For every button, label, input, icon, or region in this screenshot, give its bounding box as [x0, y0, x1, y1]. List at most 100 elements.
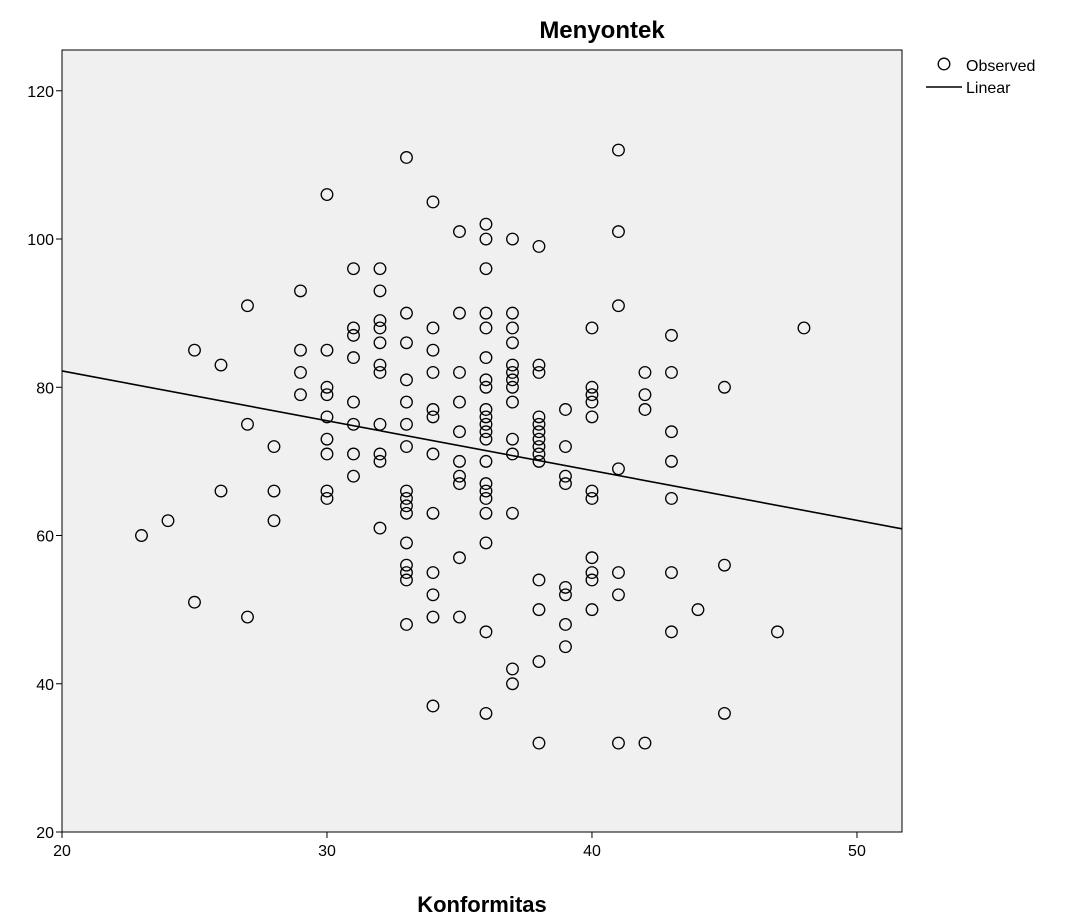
x-axis-label: Konformitas: [417, 892, 547, 917]
observed-point: [453, 425, 466, 439]
y-tick-label: 100: [27, 232, 54, 249]
observed-point: [479, 432, 493, 446]
observed-point: [532, 655, 546, 668]
observed-point: [638, 365, 652, 379]
observed-point: [373, 262, 387, 276]
observed-point: [585, 573, 599, 587]
observed-point: [453, 225, 466, 239]
observed-point: [506, 365, 519, 379]
observed-point: [506, 373, 519, 387]
observed-point: [585, 380, 599, 394]
observed-point: [506, 395, 519, 409]
observed-point: [665, 625, 678, 639]
observed-point: [665, 425, 678, 439]
observed-point: [400, 536, 413, 550]
observed-point: [506, 358, 519, 372]
observed-point: [347, 447, 360, 461]
observed-point: [320, 188, 334, 201]
observed-point: [479, 454, 493, 468]
observed-point: [612, 462, 625, 476]
legend: Observed Linear: [926, 57, 1035, 97]
observed-point: [294, 388, 307, 402]
observed-point: [453, 477, 466, 491]
observed-point: [532, 573, 546, 587]
observed-point: [479, 410, 493, 424]
observed-point: [294, 284, 307, 298]
y-tick-label: 20: [36, 825, 54, 842]
observed-point: [214, 484, 228, 498]
observed-point: [426, 365, 440, 379]
plot-area: [61, 49, 903, 833]
observed-point: [718, 706, 731, 720]
observed-point: [373, 321, 387, 335]
observed-point: [161, 514, 175, 528]
observed-point: [585, 566, 599, 580]
observed-point: [373, 284, 387, 298]
linear-fit-line: [61, 370, 903, 530]
observed-point: [479, 706, 493, 720]
observed-point: [400, 566, 413, 580]
observed-point: [479, 351, 493, 365]
observed-point: [612, 736, 625, 750]
observed-point: [188, 343, 201, 357]
observed-point: [612, 143, 625, 157]
observed-point: [532, 432, 546, 446]
observed-point: [426, 410, 440, 424]
observed-point: [347, 328, 360, 342]
observed-point: [532, 736, 546, 750]
observed-point: [691, 603, 705, 617]
legend-linear-label: Linear: [966, 80, 1011, 97]
observed-point: [373, 365, 387, 379]
x-tick-label: 40: [583, 843, 601, 860]
observed-point: [426, 195, 440, 209]
observed-point: [559, 403, 572, 416]
observed-point: [400, 440, 413, 454]
observed-point: [241, 417, 254, 431]
observed-point: [347, 469, 360, 483]
observed-point: [453, 306, 466, 320]
observed-point: [532, 365, 546, 379]
observed-point: [373, 314, 387, 327]
observed-point: [479, 491, 493, 505]
observed-point: [347, 395, 360, 409]
observed-point: [665, 365, 678, 379]
observed-point: [453, 469, 466, 483]
observed-point: [267, 440, 281, 454]
observed-point: [400, 151, 413, 164]
observed-point: [479, 262, 493, 276]
observed-point: [718, 558, 731, 572]
chart-title: Menyontek: [539, 17, 665, 44]
observed-point: [797, 321, 811, 335]
observed-point: [400, 491, 413, 505]
observed-point: [400, 306, 413, 320]
observed-point: [373, 336, 387, 350]
observed-point: [506, 380, 519, 394]
observed-point: [426, 588, 440, 602]
observed-point: [373, 358, 387, 372]
observed-point: [532, 410, 546, 424]
observed-point: [400, 618, 413, 631]
observed-point: [373, 521, 387, 535]
y-axis: 20 40 60 80 100 120: [27, 84, 62, 842]
observed-point: [426, 610, 440, 624]
observed-point: [320, 491, 334, 505]
observed-point: [665, 566, 678, 580]
observed-point: [426, 699, 440, 713]
observed-point: [320, 343, 334, 357]
observed-point: [585, 410, 599, 424]
observed-point: [506, 506, 519, 520]
observed-point: [214, 358, 228, 372]
observed-point: [479, 425, 493, 439]
observed-point: [400, 499, 413, 513]
observed-point: [267, 514, 281, 528]
observed-point: [559, 477, 572, 491]
observed-point: [400, 484, 413, 498]
x-tick-label: 50: [848, 843, 866, 860]
observed-point: [453, 454, 466, 468]
observed-point: [347, 262, 360, 276]
observed-point: [320, 484, 334, 498]
observed-point: [585, 321, 599, 335]
observed-point: [559, 588, 572, 602]
observed-point: [400, 573, 413, 587]
observed-point: [585, 551, 599, 565]
